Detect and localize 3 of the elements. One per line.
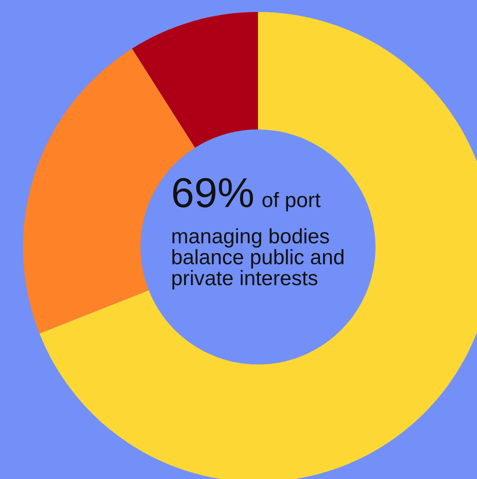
text: of port <box>262 192 321 212</box>
text: managing bodies balance public and private interests <box>172 228 344 290</box>
text: 69% <box>173 178 253 208</box>
